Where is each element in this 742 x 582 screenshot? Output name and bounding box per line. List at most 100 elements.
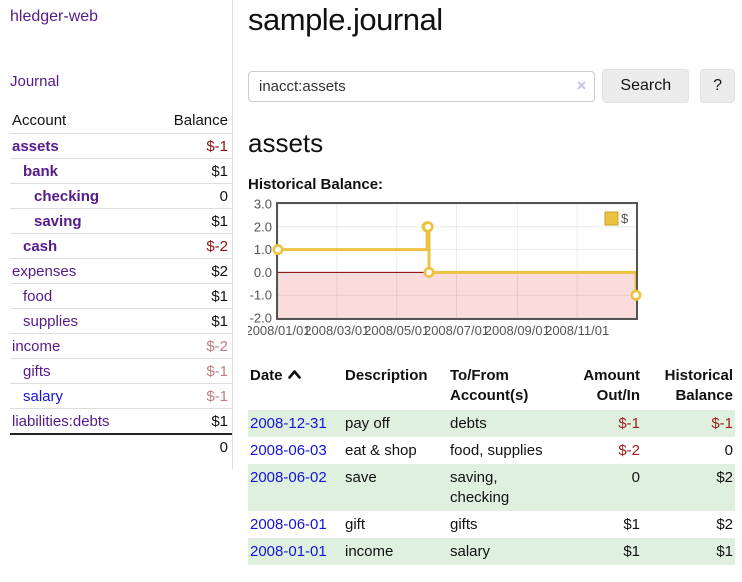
account-link[interactable]: supplies [23,312,79,330]
transaction-amount: 0 [631,468,640,486]
account-balance: $1 [148,408,232,434]
transaction-description: save [345,468,377,486]
account-balance: $2 [148,258,232,284]
search-button[interactable]: Search [602,69,690,103]
main-content: sample.journal × Search ? assets Histori… [245,0,735,565]
transaction-balance: $2 [716,468,733,486]
account-link[interactable]: checking [34,187,100,205]
col-description: Description [345,367,428,384]
transaction-balance: 0 [724,441,733,459]
register-table: Date Description To/From Account(s) Amou… [248,364,735,565]
account-row: supplies $1 [10,308,232,334]
transaction-balance: $2 [716,515,733,533]
app-title-link[interactable]: hledger-web [10,8,99,25]
account-link[interactable]: bank [23,162,59,180]
svg-text:-2.0: -2.0 [250,311,272,326]
col-amount: Amount Out/In [583,367,640,404]
account-row: liabilities:debts $1 [10,408,232,434]
register-row: 2008-12-31 pay off debts $-1 $-1 [248,410,735,437]
account-row: gifts $-1 [10,358,232,384]
transaction-date-link[interactable]: 2008-12-31 [250,414,327,432]
sidebar: hledger-web Journal Account Balance asse… [0,0,233,469]
account-row: income $-2 [10,333,232,359]
col-date[interactable]: Date [248,364,343,410]
transaction-amount: $-1 [618,414,640,432]
account-row: expenses $2 [10,258,232,284]
transaction-date-link[interactable]: 2008-06-02 [250,468,327,486]
account-balance: 0 [148,183,232,209]
account-link[interactable]: salary [23,387,64,405]
register-row: 2008-06-03 eat & shop food, supplies $-2… [248,437,735,464]
search-input-wrap: × [248,70,596,102]
accounts-total: 0 [148,433,232,459]
register-header-row: Date Description To/From Account(s) Amou… [248,364,735,410]
account-heading: assets [248,128,324,158]
account-row: saving $1 [10,208,232,234]
clear-search-icon[interactable]: × [576,75,587,95]
account-link[interactable]: liabilities:debts [12,412,110,430]
search-input[interactable] [248,70,596,102]
transaction-balance: $1 [716,542,733,560]
historical-balance-chart: $3.0 2.0 1.0 0.0 -1.0 -2.0 2008/01/01 2008/03/0… [245,197,735,346]
account-link[interactable]: income [12,337,61,355]
transaction-balance: $-1 [711,414,733,432]
accounts-total-row: 0 [10,433,232,459]
page-title: sample.journal [248,2,443,37]
account-row: cash $-2 [10,233,232,259]
chart-legend: $ [604,211,629,226]
svg-text:2.0: 2.0 [254,219,272,234]
account-balance: $1 [148,208,232,234]
accounts-col-balance: Balance [173,112,228,129]
account-link[interactable]: expenses [12,262,77,280]
svg-text:2008/09/01: 2008/09/01 [485,323,550,338]
account-balance: $-1 [148,133,232,159]
transaction-date-link[interactable]: 2008-06-03 [250,441,327,459]
chart-title: Historical Balance: [248,176,384,193]
svg-text:2008/07/01: 2008/07/01 [424,323,489,338]
account-balance: $-2 [148,233,232,259]
transaction-description: pay off [345,414,390,432]
sort-ascending-icon [287,366,301,386]
accounts-col-account: Account [12,112,67,129]
transaction-amount: $1 [623,515,640,533]
transaction-date-link[interactable]: 2008-06-01 [250,515,327,533]
svg-text:3.0: 3.0 [254,199,272,212]
register-row: 2008-06-01 gift gifts $1 $2 [248,511,735,538]
account-link[interactable]: food [23,287,53,305]
accounts-header-row: Account Balance [10,110,232,134]
account-balance: $-1 [148,358,232,384]
account-row: assets $-1 [10,133,232,159]
app-title: hledger-web [10,8,232,26]
account-link[interactable]: gifts [23,362,51,380]
svg-text:0.0: 0.0 [254,265,272,280]
transaction-accounts: gifts [450,515,478,533]
account-balance: $-1 [148,383,232,409]
account-link[interactable]: assets [12,137,59,155]
transaction-description: gift [345,515,366,533]
transaction-amount: $-2 [618,441,640,459]
col-balance: Historical Balance [664,367,733,404]
account-row: bank $1 [10,158,232,184]
account-balance: $1 [148,158,232,184]
account-link[interactable]: saving [34,212,82,230]
transaction-accounts: salary [450,542,491,560]
journal-link[interactable]: Journal [10,73,60,90]
transaction-amount: $1 [623,542,640,560]
svg-text:$: $ [621,211,629,226]
account-row: salary $-1 [10,383,232,409]
account-balance: $-2 [148,333,232,359]
transaction-date-link[interactable]: 2008-01-01 [250,542,327,560]
transaction-accounts: debts [450,414,487,432]
svg-text:2008/05/01: 2008/05/01 [364,323,429,338]
register-row: 2008-06-02 save saving, checking 0 $2 [248,464,735,511]
help-button[interactable]: ? [700,69,735,103]
svg-text:-1.0: -1.0 [250,288,272,303]
account-link[interactable]: cash [23,237,58,255]
account-balance: $1 [148,308,232,334]
register-row: 2008-01-01 income salary $1 $1 [248,538,735,565]
account-balance: $1 [148,283,232,309]
transaction-accounts: food, supplies [450,441,543,459]
transaction-description: income [345,542,394,560]
transaction-accounts: saving, checking [450,468,510,506]
